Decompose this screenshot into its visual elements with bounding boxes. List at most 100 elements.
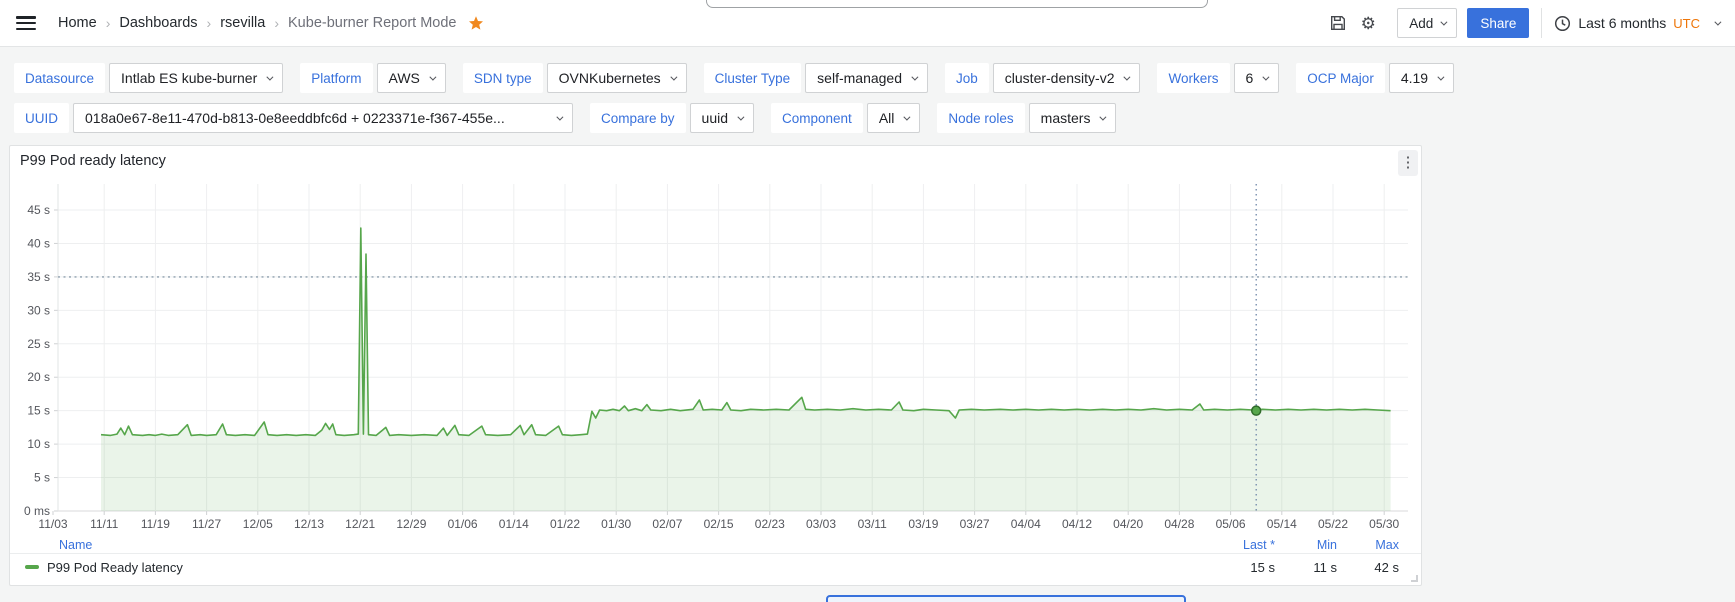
- svg-text:03/19: 03/19: [908, 517, 938, 531]
- bottom-overlay-partial[interactable]: [826, 595, 1186, 602]
- chevron-down-icon: [556, 113, 564, 121]
- chevron-down-icon: [911, 73, 919, 81]
- filter-node-roles: Node roles masters: [937, 103, 1117, 133]
- chevron-down-icon: [1440, 18, 1448, 26]
- chevron-down-icon: [1437, 73, 1445, 81]
- filter-cluster-type: Cluster Type self-managed: [703, 63, 928, 93]
- svg-text:03/11: 03/11: [858, 517, 887, 531]
- svg-text:01/30: 01/30: [601, 517, 631, 531]
- svg-text:01/14: 01/14: [499, 517, 529, 531]
- filter-ocp-major-label: OCP Major: [1296, 63, 1385, 93]
- filter-sdn-type-select[interactable]: OVNKubernetes: [546, 63, 687, 93]
- svg-text:35 s: 35 s: [27, 270, 50, 284]
- legend-series-row: P99 Pod Ready latency 15 s 11 s 42 s: [10, 553, 1421, 580]
- time-range-picker[interactable]: Last 6 months UTC: [1554, 15, 1722, 32]
- chevron-down-icon: [1099, 113, 1107, 121]
- svg-text:05/22: 05/22: [1318, 517, 1348, 531]
- svg-text:04/04: 04/04: [1011, 517, 1041, 531]
- timeseries-chart[interactable]: 0 ms 5 s 10 s 15 s 20 s 25 s 30 s 35 s 40 s 45 s 1…: [10, 176, 1421, 536]
- filter-ocp-major-select[interactable]: 4.19: [1388, 63, 1455, 93]
- svg-text:40 s: 40 s: [27, 236, 50, 250]
- filter-compare-by-select[interactable]: uuid: [689, 103, 755, 133]
- menu-hamburger-icon[interactable]: [16, 16, 36, 30]
- filter-uuid: UUID 018a0e67-8e11-470d-b813-0e8eeddbfc6…: [14, 103, 573, 133]
- add-button[interactable]: Add: [1397, 8, 1458, 38]
- filter-uuid-select[interactable]: 018a0e67-8e11-470d-b813-0e8eeddbfc6d + 0…: [73, 103, 573, 133]
- svg-text:10 s: 10 s: [27, 437, 50, 451]
- share-button[interactable]: Share: [1467, 8, 1530, 38]
- filter-workers: Workers 6: [1157, 63, 1280, 93]
- svg-text:04/20: 04/20: [1113, 517, 1143, 531]
- chevron-down-icon: [903, 113, 911, 121]
- legend-last-header[interactable]: Last *: [1243, 537, 1275, 552]
- svg-text:04/12: 04/12: [1062, 517, 1092, 531]
- svg-text:15 s: 15 s: [27, 404, 50, 418]
- save-dashboard-icon[interactable]: [1323, 8, 1353, 38]
- filter-sdn-type-label: SDN type: [462, 63, 543, 93]
- chevron-right-icon: ›: [105, 15, 111, 31]
- clock-icon: [1555, 15, 1571, 31]
- panel-title: P99 Pod ready latency: [20, 153, 166, 169]
- time-range-label: Last 6 months: [1578, 15, 1667, 31]
- filter-datasource: Datasource Intlab ES kube-burner: [14, 63, 284, 93]
- svg-text:01/22: 01/22: [550, 517, 580, 531]
- chevron-down-icon: [429, 73, 437, 81]
- svg-text:45 s: 45 s: [27, 203, 50, 217]
- settings-gear-icon[interactable]: ⚙: [1353, 8, 1383, 38]
- legend-max-header[interactable]: Max: [1375, 537, 1399, 552]
- search-bar-partial[interactable]: [706, 0, 1208, 8]
- svg-text:01/06: 01/06: [448, 517, 478, 531]
- filter-compare-by: Compare by uuid: [590, 103, 755, 133]
- breadcrumb: Home › Dashboards › rsevilla › Kube-burn…: [58, 15, 456, 31]
- filter-sdn-type: SDN type OVNKubernetes: [462, 63, 687, 93]
- svg-text:03/27: 03/27: [960, 517, 990, 531]
- legend-name-header[interactable]: Name: [59, 537, 93, 552]
- svg-text:11/11: 11/11: [90, 517, 119, 531]
- legend-series-label[interactable]: P99 Pod Ready latency: [47, 559, 183, 575]
- breadcrumb-home[interactable]: Home: [58, 15, 97, 31]
- panel-header: P99 Pod ready latency ⋮: [10, 146, 1421, 176]
- filter-component: Component All: [771, 103, 921, 133]
- series-color-swatch: [25, 565, 39, 569]
- filter-platform: Platform AWS: [300, 63, 446, 93]
- svg-text:20 s: 20 s: [27, 370, 50, 384]
- chevron-down-icon: [737, 113, 745, 121]
- filter-component-select[interactable]: All: [866, 103, 921, 133]
- svg-text:11/03: 11/03: [38, 517, 67, 531]
- chevron-down-icon: [266, 73, 274, 81]
- svg-text:11/27: 11/27: [192, 517, 221, 531]
- filter-job: Job cluster-density-v2: [945, 63, 1141, 93]
- filter-platform-select[interactable]: AWS: [376, 63, 446, 93]
- svg-text:05/06: 05/06: [1216, 517, 1246, 531]
- chevron-down-icon: [1123, 73, 1131, 81]
- breadcrumb-folder[interactable]: rsevilla: [220, 15, 266, 31]
- filter-workers-select[interactable]: 6: [1233, 63, 1280, 93]
- filter-cluster-type-select[interactable]: self-managed: [805, 63, 928, 93]
- svg-text:25 s: 25 s: [27, 337, 50, 351]
- filter-workers-label: Workers: [1157, 63, 1230, 93]
- legend-min-value: 11 s: [1313, 559, 1337, 575]
- timezone-label: UTC: [1673, 15, 1700, 31]
- filter-datasource-select[interactable]: Intlab ES kube-burner: [109, 63, 284, 93]
- filter-uuid-label: UUID: [14, 103, 69, 133]
- toolbar-divider: [1541, 8, 1543, 38]
- svg-text:05/30: 05/30: [1369, 517, 1399, 531]
- favorite-star-icon[interactable]: [468, 15, 484, 31]
- svg-text:04/28: 04/28: [1164, 517, 1194, 531]
- svg-text:05/14: 05/14: [1267, 517, 1297, 531]
- filter-job-label: Job: [945, 63, 989, 93]
- filter-datasource-label: Datasource: [14, 63, 106, 93]
- chevron-down-icon: [1714, 18, 1722, 26]
- breadcrumb-dashboards[interactable]: Dashboards: [119, 15, 198, 31]
- chevron-down-icon: [1262, 73, 1270, 81]
- svg-text:0 ms: 0 ms: [24, 504, 50, 518]
- filter-job-select[interactable]: cluster-density-v2: [992, 63, 1141, 93]
- panel-menu-kebab-icon[interactable]: ⋮: [1398, 150, 1418, 176]
- panel-p99-pod-ready-latency: P99 Pod ready latency ⋮ 0 ms 5 s 10 s 15 s 2…: [9, 145, 1422, 586]
- legend-min-header[interactable]: Min: [1316, 537, 1337, 552]
- legend: Name Last * Min Max P99 Pod Ready latenc…: [10, 536, 1421, 580]
- svg-text:30 s: 30 s: [27, 303, 50, 317]
- panel-resize-handle[interactable]: [1411, 575, 1418, 582]
- legend-last-value: 15 s: [1250, 559, 1275, 575]
- filter-node-roles-select[interactable]: masters: [1028, 103, 1117, 133]
